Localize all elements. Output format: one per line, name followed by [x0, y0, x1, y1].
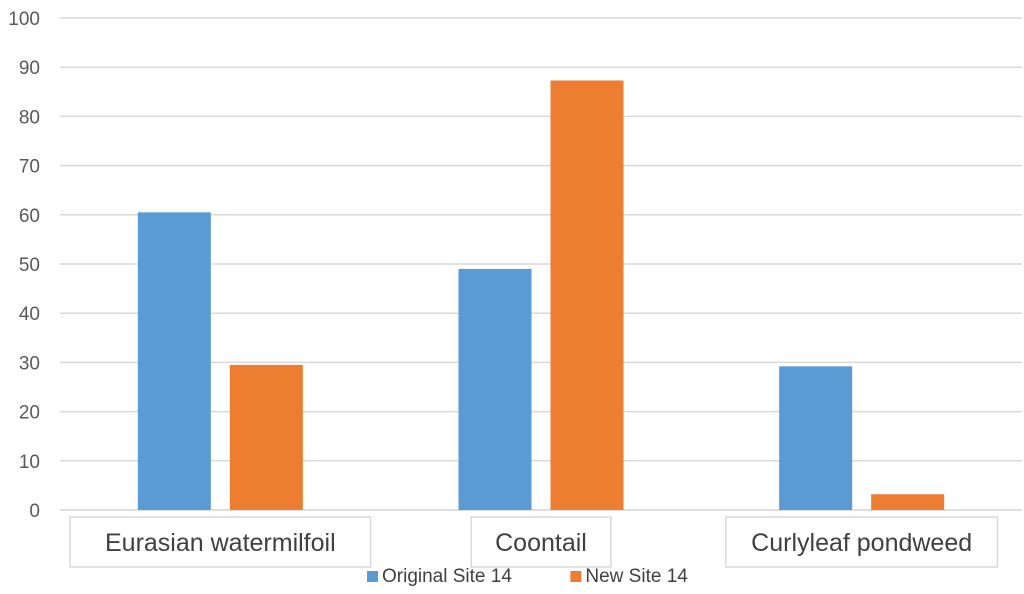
- y-tick-label: 0: [29, 501, 40, 522]
- y-tick-label: 30: [19, 353, 40, 374]
- bar-new-2: [871, 494, 945, 510]
- bar-new-1: [550, 80, 624, 510]
- category-label-box: [725, 516, 999, 568]
- legend-label: New Site 14: [585, 566, 688, 587]
- category-label: Curlyleaf pondweed: [751, 529, 972, 557]
- y-tick-label: 10: [19, 452, 40, 473]
- category-label: Coontail: [495, 529, 587, 557]
- y-tick-label: 80: [19, 107, 40, 128]
- legend: Original Site 14 New Site 14: [367, 566, 688, 587]
- y-axis-ticks: 0 10 20 30 40 50 60 70 80 90 100: [8, 9, 40, 522]
- category-label: Eurasian watermilfoil: [105, 529, 336, 557]
- category-label-box: [470, 516, 612, 568]
- bar-new-0: [229, 364, 303, 510]
- y-tick-label: 70: [19, 157, 40, 178]
- legend-swatch: [570, 571, 582, 582]
- y-tick-label: 50: [19, 255, 40, 276]
- gridlines: [60, 17, 1022, 511]
- legend-label: Original Site 14: [382, 566, 512, 587]
- bar-original-0: [137, 212, 211, 510]
- y-tick-label: 60: [19, 206, 40, 227]
- y-tick-label: 90: [19, 58, 40, 79]
- category-label-box: [69, 516, 372, 568]
- y-tick-label: 40: [19, 304, 40, 325]
- category-labels: Eurasian watermilfoil Coontail Curlyleaf p…: [69, 516, 999, 568]
- legend-swatch: [367, 571, 378, 582]
- y-tick-label: 20: [19, 403, 40, 424]
- bars: [137, 80, 945, 510]
- y-tick-label: 100: [8, 9, 40, 30]
- bar-original-1: [458, 268, 532, 510]
- bar-original-2: [779, 366, 853, 510]
